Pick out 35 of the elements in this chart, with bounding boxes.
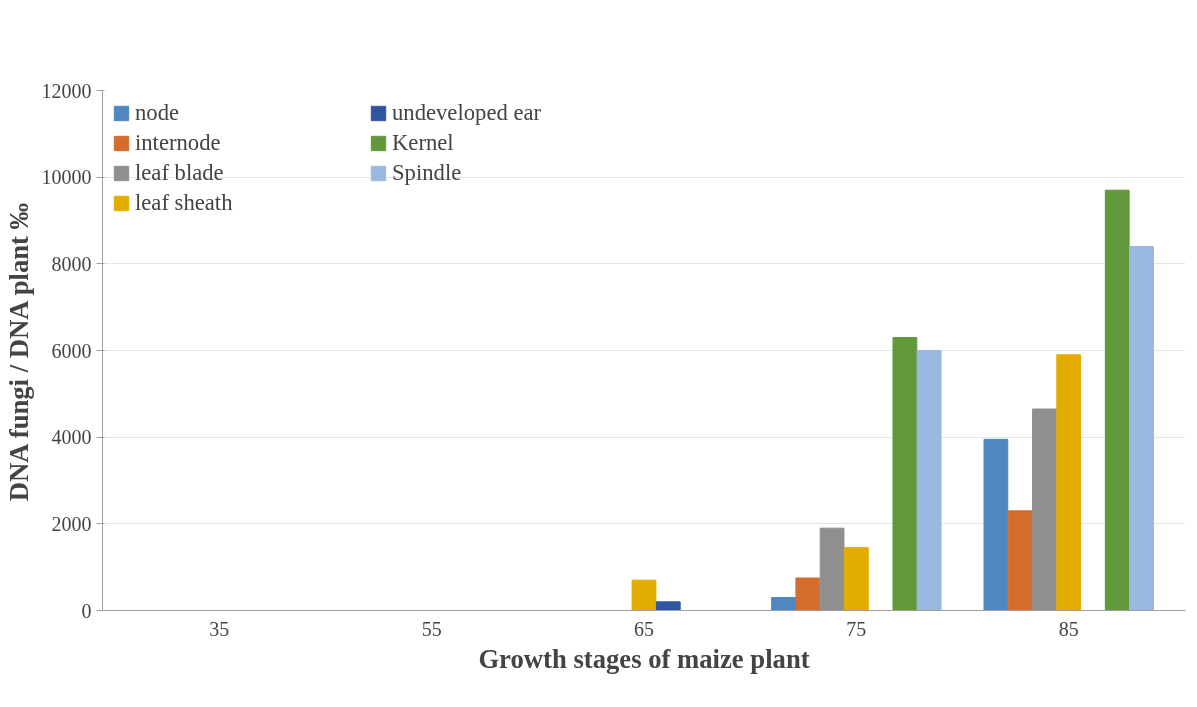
y-tick-label: 10000 [41, 166, 92, 189]
bar [795, 577, 821, 611]
bar [892, 337, 918, 611]
bar [771, 597, 796, 611]
legend-label: leaf sheath [135, 190, 234, 216]
y-axis-title: DNA fungi / DNA plant ‰ [3, 202, 34, 502]
bar [1056, 354, 1082, 611]
legend-label: leaf blade [135, 160, 225, 186]
legend-label: node [135, 100, 181, 126]
bar [916, 350, 942, 611]
bar [819, 527, 845, 611]
bar [1104, 189, 1130, 611]
y-tick-label: 2000 [51, 512, 92, 535]
y-tick-label: 4000 [51, 426, 92, 449]
bar [983, 438, 1009, 611]
bar [1032, 408, 1057, 611]
legend-label: Spindle [392, 160, 463, 186]
legend-label: undeveloped ear [392, 100, 543, 126]
x-tick-label: 35 [209, 617, 230, 640]
legend-label: internode [135, 130, 222, 156]
bar [843, 547, 869, 611]
legend-label: Kernel [392, 130, 455, 156]
bar [1129, 246, 1154, 611]
x-axis-title: Growth stages of maize plant [478, 643, 810, 674]
y-tick-label: 8000 [51, 252, 92, 275]
y-tick-label: 12000 [41, 79, 92, 102]
bar [1007, 510, 1033, 611]
x-tick-label: 65 [634, 617, 654, 640]
x-tick-label: 75 [846, 617, 867, 640]
x-tick-label: 85 [1058, 617, 1079, 640]
y-tick-label: 0 [81, 599, 92, 622]
bar [631, 579, 657, 611]
bar [655, 601, 681, 611]
x-tick-label: 55 [421, 617, 442, 640]
y-tick-label: 6000 [51, 339, 92, 362]
